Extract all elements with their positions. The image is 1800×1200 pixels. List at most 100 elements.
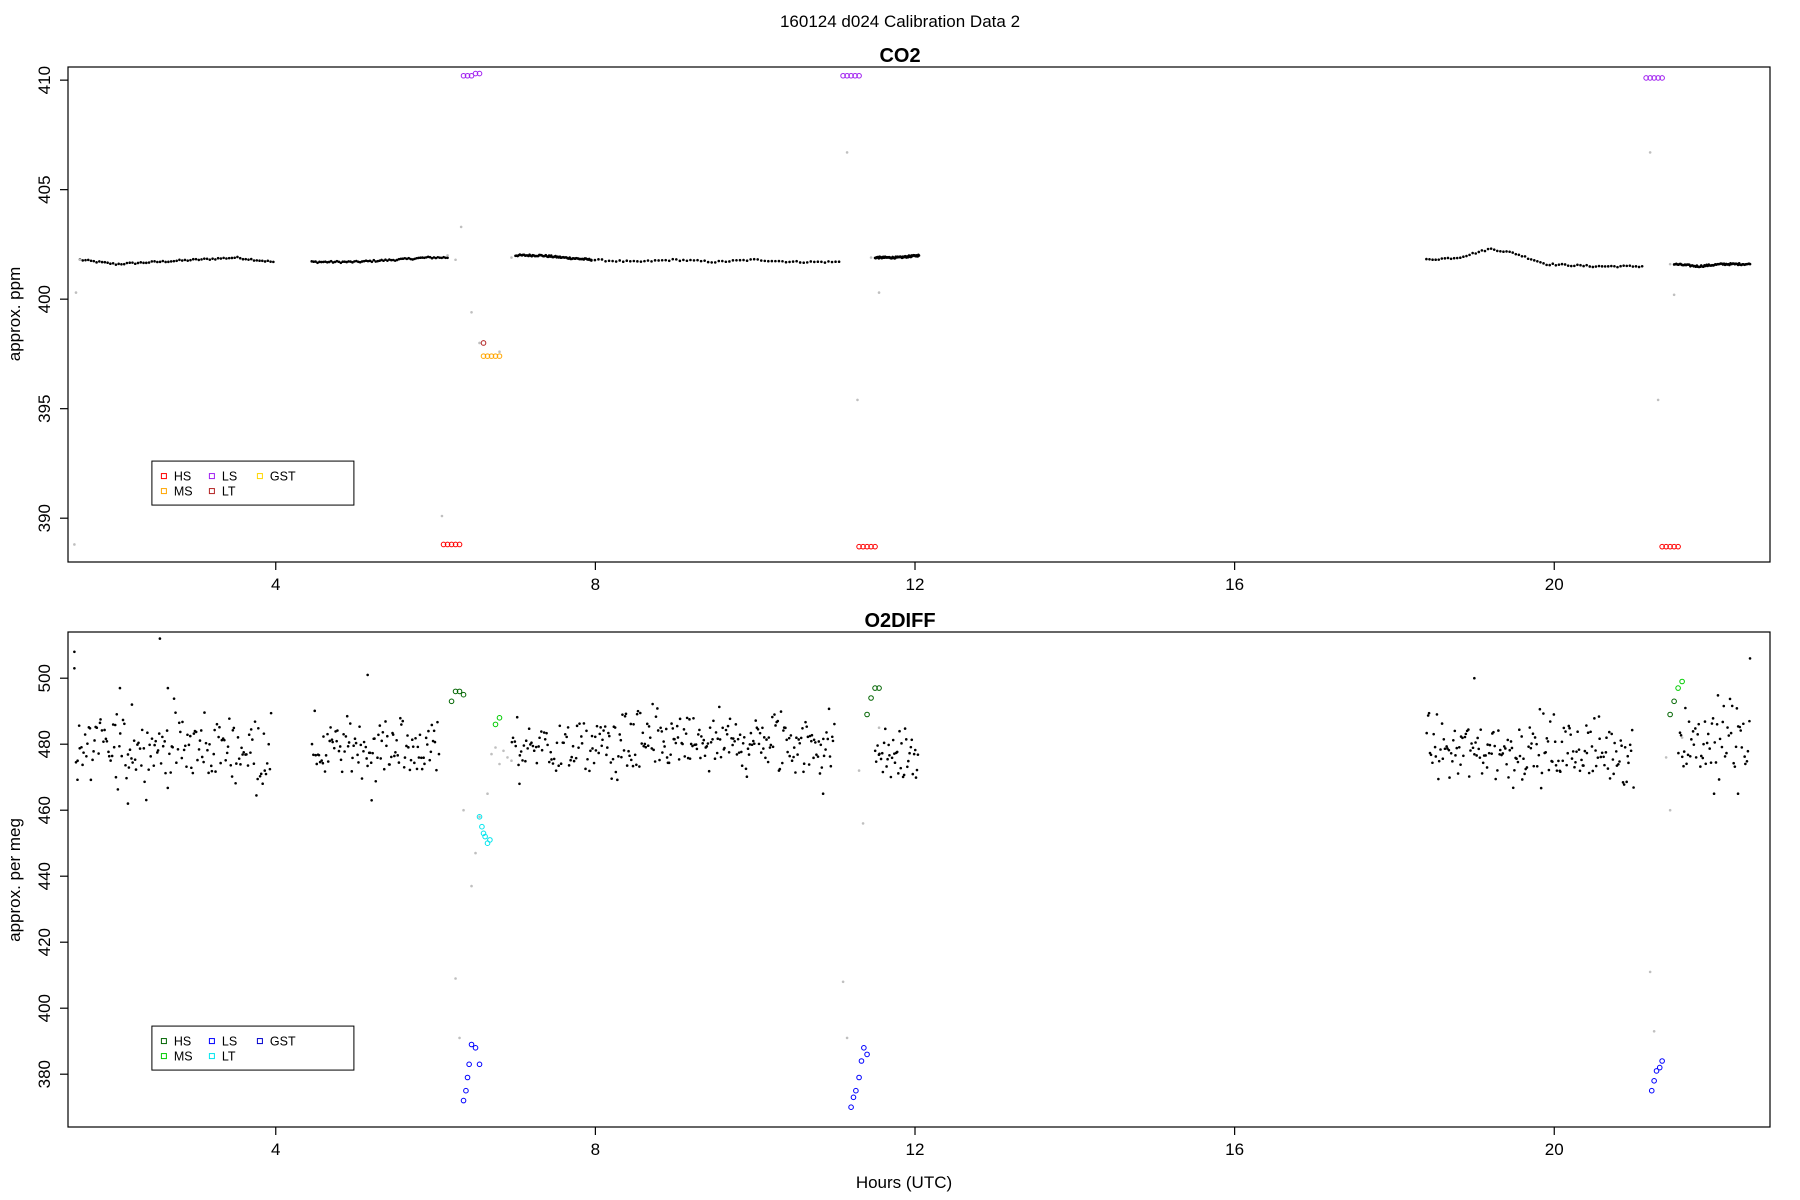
co2-ambient-point [111, 261, 115, 265]
o2diff-ambient-point [610, 777, 613, 780]
o2diff-ambient-point [726, 724, 730, 728]
o2diff-y-tick-label: 400 [35, 994, 54, 1022]
o2diff-ambient-point [1742, 722, 1745, 726]
o2diff-ambient-point [510, 740, 514, 744]
o2diff-ambient-point [147, 768, 150, 771]
o2diff-ambient-point [104, 737, 108, 741]
o2diff-ambient-point [1506, 738, 1510, 742]
o2diff-ambient-point [879, 757, 883, 761]
o2diff-ambient-point [1613, 741, 1616, 745]
o2diff-ambient-point [589, 749, 592, 753]
o2diff-ambient-point [1723, 755, 1727, 758]
co2-ambient-point [114, 263, 118, 266]
o2diff-ambient-point [749, 731, 753, 735]
co2-ambient-point [238, 256, 242, 260]
co2-ambient-point [1489, 247, 1493, 250]
o2diff-ambient-point [156, 749, 160, 752]
o2diff-ambient-point [1571, 750, 1575, 753]
o2diff-ambient-point [1699, 754, 1703, 758]
co2-ambient-point [1557, 263, 1561, 266]
co2-ambient-point [150, 260, 154, 263]
co2-ambient-point [164, 260, 167, 264]
co2-ambient-point [316, 261, 319, 265]
o2diff-ambient-point [137, 741, 140, 745]
o2diff-ambient-point [540, 748, 544, 752]
o2diff-ambient-point [574, 756, 578, 760]
o2diff-ambient-point [166, 786, 170, 790]
co2-ambient-point [384, 258, 387, 261]
o2diff-ambient-point [121, 718, 125, 722]
o2diff-ambient-point [781, 761, 784, 765]
o2diff-ambient-point [247, 733, 251, 736]
o2diff-ambient-point [750, 743, 754, 747]
o2diff-ambient-point [567, 764, 571, 767]
o2diff-ambient-point [812, 738, 816, 742]
o2diff-ambient-point [616, 778, 619, 782]
o2diff-flagged-point [454, 977, 457, 980]
o2diff-ambient-point [1733, 765, 1737, 768]
o2diff-ambient-point [1509, 740, 1513, 743]
o2diff-ambient-point [816, 755, 820, 758]
co2-ambient-point [1443, 257, 1447, 260]
o2diff-ambient-point [563, 733, 567, 736]
o2diff-flagged-point [462, 808, 465, 812]
o2diff-ambient-point [1692, 743, 1696, 746]
co2-ambient-point [1625, 264, 1629, 268]
co2-flagged-point [74, 291, 78, 294]
o2diff-ambient-point [1625, 780, 1628, 784]
o2diff-ambient-point [378, 724, 382, 727]
co2-ambient-point [122, 262, 126, 266]
co2-ambient-point [791, 260, 795, 263]
o2diff-ambient-point [784, 726, 787, 730]
o2diff-ambient-point [188, 734, 192, 738]
o2diff-ambient-point [1552, 713, 1556, 716]
o2diff-ambient-point [183, 744, 187, 748]
o2diff-ambient-point [580, 735, 583, 738]
co2-x-tick-label: 20 [1545, 575, 1564, 594]
co2-ambient-point [189, 258, 192, 262]
o2diff-ambient-point [667, 761, 671, 765]
o2diff-flagged-point [1664, 756, 1668, 759]
o2diff-ambient-point [1463, 735, 1467, 739]
o2diff-ambient-point [551, 762, 555, 765]
o2diff-ambient-point [1545, 737, 1549, 740]
o2diff-ambient-point [830, 735, 834, 739]
o2diff-ambient-point [808, 734, 812, 738]
co2-x-tick-label: 16 [1225, 575, 1244, 594]
o2diff-x-tick-label: 16 [1225, 1140, 1244, 1159]
o2diff-ambient-point [1732, 761, 1735, 765]
o2diff-ambient-point [767, 736, 771, 739]
o2diff-ambient-point [265, 762, 269, 765]
o2diff-ambient-point [779, 710, 783, 713]
o2diff-ambient-point [152, 764, 156, 767]
co2-ambient-point [98, 260, 101, 263]
co2-hs-point [452, 541, 459, 548]
o2diff-ambient-point [1429, 753, 1433, 757]
o2diff-ambient-point [1603, 763, 1606, 767]
o2diff-ambient-point [351, 756, 354, 760]
o2diff-ambient-point [747, 753, 751, 756]
o2diff-ambient-point [83, 733, 87, 736]
o2diff-ambient-point [1619, 739, 1623, 742]
o2diff-ambient-point [773, 713, 776, 716]
o2diff-ambient-point [95, 726, 99, 730]
o2diff-ambient-point [532, 749, 536, 753]
co2-ambient-point [133, 262, 137, 266]
co2-ambient-point [180, 259, 184, 262]
o2diff-flagged-point [510, 759, 513, 762]
o2diff-ambient-point [1607, 730, 1611, 734]
o2diff-ambient-point [1745, 759, 1749, 763]
o2diff-ambient-point [802, 762, 806, 766]
o2diff-ambient-point [815, 753, 818, 756]
o2diff-ambient-point [82, 751, 85, 754]
o2diff-ambient-point [435, 768, 438, 772]
o2diff-ambient-point [881, 770, 885, 774]
o2diff-ambient-point [1449, 751, 1453, 755]
co2-ambient-point [621, 260, 625, 263]
o2diff-ambient-point [786, 750, 789, 754]
o2diff-ambient-point [638, 711, 642, 715]
o2diff-marks [73, 637, 1752, 1110]
co2-ambient-point [397, 257, 401, 261]
o2diff-ambient-point [432, 729, 436, 733]
